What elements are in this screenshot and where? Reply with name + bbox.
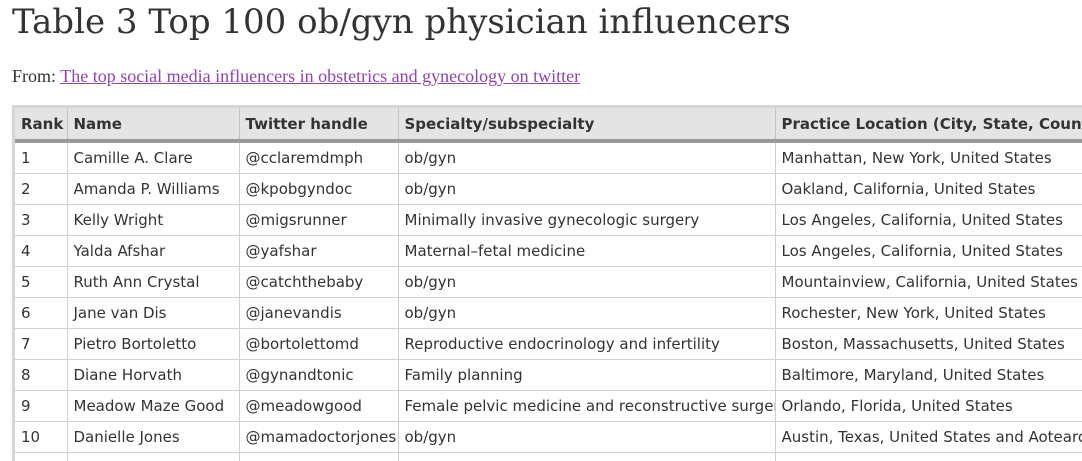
cell-specialty: ob/gyn xyxy=(397,297,775,329)
cell-name xyxy=(66,452,239,461)
cell-twitter-handle: @janevandis xyxy=(238,297,398,329)
cell-rank: 5 xyxy=(15,266,67,298)
table-row: 3 Kelly Wright @migsrunner Minimally invasi… xyxy=(15,204,1082,236)
source-prefix: From: xyxy=(12,66,57,86)
cell-name: Camille A. Clare xyxy=(66,141,239,174)
table-row xyxy=(15,452,1082,461)
cell-specialty: ob/gyn xyxy=(397,266,775,298)
cell-specialty: Reproductive endocrinology and infertili… xyxy=(397,328,775,360)
cell-practice-location: Los Angeles, California, United States xyxy=(774,204,1082,236)
cell-rank: 7 xyxy=(15,328,67,360)
table-row: 2 Amanda P. Williams @kpobgyndoc ob/gyn Oakl… xyxy=(15,173,1082,205)
column-header-specialty: Specialty/subspecialty xyxy=(397,108,775,143)
cell-name: Amanda P. Williams xyxy=(66,173,239,205)
cell-rank: 3 xyxy=(15,204,67,236)
cell-specialty: ob/gyn xyxy=(397,141,775,174)
cell-twitter-handle: @meadowgood xyxy=(238,390,398,422)
cell-practice-location: Boston, Massachusetts, United States xyxy=(774,328,1082,360)
cell-practice-location: Baltimore, Maryland, United States xyxy=(774,359,1082,391)
cell-specialty: Minimally invasive gynecologic surgery xyxy=(397,204,775,236)
table-row: 8 Diane Horvath @gynandtonic Family plannin… xyxy=(15,359,1082,391)
cell-specialty: Female pelvic medicine and reconstructiv… xyxy=(397,390,775,422)
table-row: 7 Pietro Bortoletto @bortolettomd Reproduct… xyxy=(15,328,1082,360)
cell-name: Meadow Maze Good xyxy=(66,390,239,422)
cell-rank: 1 xyxy=(15,141,67,174)
cell-name: Yalda Afshar xyxy=(66,235,239,267)
cell-practice-location: Austin, Texas, United States and Aotearo… xyxy=(774,421,1082,453)
cell-rank: 4 xyxy=(15,235,67,267)
column-header-name: Name xyxy=(66,108,239,143)
cell-practice-location xyxy=(774,452,1082,461)
cell-name: Diane Horvath xyxy=(66,359,239,391)
cell-twitter-handle: @bortolettomd xyxy=(238,328,398,360)
cell-rank: 10 xyxy=(15,421,67,453)
cell-rank: 2 xyxy=(15,173,67,205)
cell-practice-location: Orlando, Florida, United States xyxy=(774,390,1082,422)
cell-twitter-handle: @catchthebaby xyxy=(238,266,398,298)
cell-rank: 8 xyxy=(15,359,67,391)
cell-specialty: ob/gyn xyxy=(397,421,775,453)
cell-practice-location: Manhattan, New York, United States xyxy=(774,141,1082,174)
page-title: Table 3 Top 100 ob/gyn physician influen… xyxy=(12,2,791,42)
cell-twitter-handle xyxy=(238,452,398,461)
table-row: 6 Jane van Dis @janevandis ob/gyn Rochester,… xyxy=(15,297,1082,329)
table-row: 5 Ruth Ann Crystal @catchthebaby ob/gyn Moun… xyxy=(15,266,1082,298)
influencers-table-container: Rank Name Twitter handle Specialty/subsp… xyxy=(12,105,1082,461)
cell-practice-location: Los Angeles, California, United States xyxy=(774,235,1082,267)
cell-twitter-handle: @mamadoctorjones xyxy=(238,421,398,453)
column-header-twitter-handle: Twitter handle xyxy=(238,108,398,143)
cell-name: Danielle Jones xyxy=(66,421,239,453)
cell-practice-location: Mountainview, California, United States xyxy=(774,266,1082,298)
table-row: 1 Camille A. Clare @cclaremdmph ob/gyn Manha… xyxy=(15,141,1082,174)
column-header-practice-location: Practice Location (City, State, Country) xyxy=(774,108,1082,143)
cell-twitter-handle: @gynandtonic xyxy=(238,359,398,391)
table-body: 1 Camille A. Clare @cclaremdmph ob/gyn Manha… xyxy=(15,141,1082,461)
cell-specialty: ob/gyn xyxy=(397,173,775,205)
table-row: 4 Yalda Afshar @yafshar Maternal–fetal medi… xyxy=(15,235,1082,267)
cell-name: Ruth Ann Crystal xyxy=(66,266,239,298)
source-line: From: The top social media influencers i… xyxy=(12,64,580,88)
table-header-row: Rank Name Twitter handle Specialty/subsp… xyxy=(15,108,1082,143)
cell-specialty: Family planning xyxy=(397,359,775,391)
cell-rank: 9 xyxy=(15,390,67,422)
cell-rank: 6 xyxy=(15,297,67,329)
cell-practice-location: Rochester, New York, United States xyxy=(774,297,1082,329)
table-row: 9 Meadow Maze Good @meadowgood Female pelvi… xyxy=(15,390,1082,422)
cell-name: Kelly Wright xyxy=(66,204,239,236)
source-article-link[interactable]: The top social media influencers in obst… xyxy=(60,66,581,86)
cell-twitter-handle: @cclaremdmph xyxy=(238,141,398,174)
cell-practice-location: Oakland, California, United States xyxy=(774,173,1082,205)
influencers-table: Rank Name Twitter handle Specialty/subsp… xyxy=(15,108,1082,461)
cell-specialty: Maternal–fetal medicine xyxy=(397,235,775,267)
cell-rank xyxy=(15,452,67,461)
table-row: 10 Danielle Jones @mamadoctorjones ob/gyn Au… xyxy=(15,421,1082,453)
cell-twitter-handle: @migsrunner xyxy=(238,204,398,236)
cell-name: Pietro Bortoletto xyxy=(66,328,239,360)
column-header-rank: Rank xyxy=(15,108,67,143)
cell-name: Jane van Dis xyxy=(66,297,239,329)
cell-specialty xyxy=(397,452,775,461)
cell-twitter-handle: @yafshar xyxy=(238,235,398,267)
cell-twitter-handle: @kpobgyndoc xyxy=(238,173,398,205)
